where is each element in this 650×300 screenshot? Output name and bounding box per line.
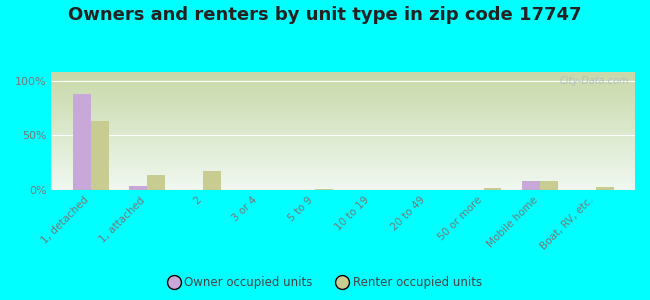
- Bar: [315, 189, 333, 190]
- Bar: [129, 186, 147, 190]
- Bar: [147, 175, 165, 190]
- Bar: [203, 170, 221, 190]
- Text: City-Data.com: City-Data.com: [560, 76, 629, 85]
- Bar: [522, 182, 540, 190]
- Text: Owners and renters by unit type in zip code 17747: Owners and renters by unit type in zip c…: [68, 6, 582, 24]
- Bar: [484, 188, 501, 190]
- Legend: Owner occupied units, Renter occupied units: Owner occupied units, Renter occupied un…: [163, 272, 487, 294]
- Bar: [91, 121, 109, 190]
- Bar: [596, 187, 614, 190]
- Bar: [540, 182, 558, 190]
- Bar: [73, 94, 91, 190]
